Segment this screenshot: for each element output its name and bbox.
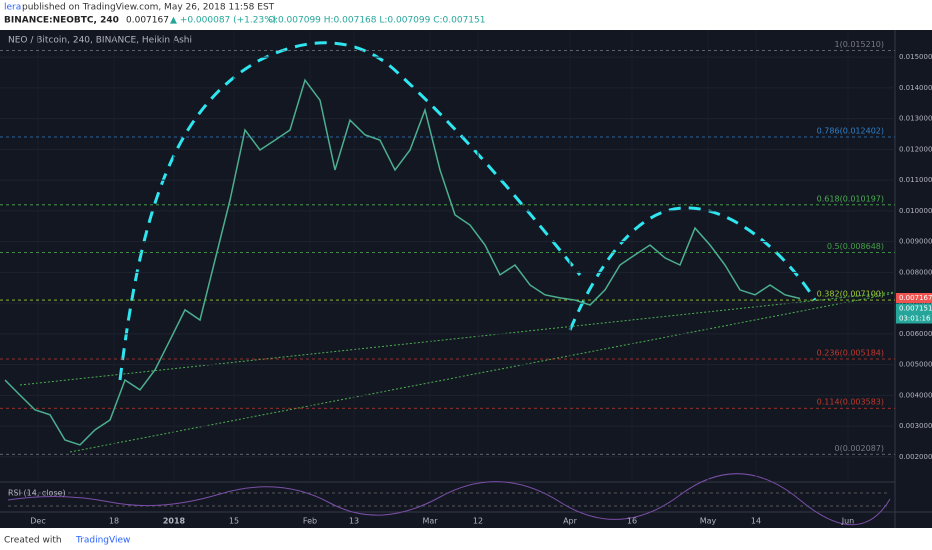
y-tick-label: 0.008000 bbox=[899, 268, 932, 276]
fib-label: 0.618(0.010197) bbox=[817, 194, 884, 203]
x-tick-label: 2018 bbox=[163, 517, 186, 526]
published: published on TradingView.com, May 26, 20… bbox=[22, 3, 275, 13]
y-tick-label: 0.006000 bbox=[899, 330, 932, 338]
y-tick-label: 0.015000 bbox=[899, 53, 932, 61]
x-tick-label: Feb bbox=[303, 517, 317, 526]
last-price: 0.007167 bbox=[126, 16, 169, 26]
y-tick-label: 0.014000 bbox=[899, 84, 932, 92]
change: ▲ +0.000087 (+1.23%) bbox=[170, 16, 276, 26]
trend-line bbox=[19, 291, 896, 386]
cup-pattern bbox=[118, 41, 582, 381]
fib-label: 0(0.002087) bbox=[834, 444, 884, 453]
x-tick-label: 13 bbox=[349, 517, 359, 526]
y-tick-label: 0.005000 bbox=[899, 361, 932, 369]
rsi-line bbox=[7, 473, 891, 526]
x-tick-label: 12 bbox=[473, 517, 483, 526]
fib-label: 0.5(0.008648) bbox=[827, 242, 884, 251]
author[interactable]: lera bbox=[4, 3, 21, 13]
price-tag-label: 0.007167 bbox=[899, 294, 932, 302]
price-tag-label: 0.007151 bbox=[899, 304, 932, 312]
y-tick-label: 0.010000 bbox=[899, 207, 932, 215]
y-tick-label: 0.002000 bbox=[899, 453, 932, 461]
y-tick-label: 0.009000 bbox=[899, 238, 932, 246]
fib-label: 0.786(0.012402) bbox=[817, 126, 884, 135]
price-line bbox=[4, 78, 801, 446]
x-tick-label: Jun bbox=[841, 517, 855, 526]
footer-background bbox=[0, 528, 932, 550]
fib-label: 0.236(0.005184) bbox=[817, 348, 884, 357]
x-tick-label: 16 bbox=[627, 517, 637, 526]
y-tick-label: 0.012000 bbox=[899, 145, 932, 153]
footer-created: Created with bbox=[4, 536, 62, 546]
chart-title: NEO / Bitcoin, 240, BINANCE, Heikin Ashi bbox=[8, 36, 192, 46]
x-tick-label: 15 bbox=[229, 517, 239, 526]
price-tag bbox=[896, 303, 932, 314]
ohlc: O:0.007099 H:0.007168 L:0.007099 C:0.007… bbox=[268, 16, 485, 26]
chart-background bbox=[0, 30, 932, 528]
x-tick-label: Dec bbox=[30, 517, 45, 526]
y-tick-label: 0.013000 bbox=[899, 115, 932, 123]
y-tick-label: 0.004000 bbox=[899, 391, 932, 399]
footer-brand[interactable]: TradingView bbox=[75, 536, 130, 546]
trend-line bbox=[69, 292, 896, 453]
x-tick-label: Apr bbox=[563, 517, 578, 526]
rsi-label: RSI (14, close) bbox=[8, 489, 66, 498]
y-tick-label: 0.007000 bbox=[899, 299, 932, 307]
fib-label: 1(0.015210) bbox=[834, 40, 884, 49]
countdown: 03:01:16 bbox=[899, 314, 931, 322]
symbol: BINANCE:NEOBTC, 240 bbox=[4, 16, 119, 26]
x-tick-label: Mar bbox=[422, 517, 438, 526]
x-tick-label: May bbox=[700, 517, 717, 526]
x-tick-label: 18 bbox=[109, 517, 119, 526]
y-tick-label: 0.011000 bbox=[899, 176, 932, 184]
y-tick-label: 0.003000 bbox=[899, 422, 932, 430]
x-tick-label: 14 bbox=[751, 517, 761, 526]
countdown-tag bbox=[896, 313, 932, 324]
price-tag bbox=[896, 293, 932, 304]
fib-label: 0.114(0.003583) bbox=[817, 398, 884, 407]
fib-label: 0.382(0.007100) bbox=[817, 290, 884, 299]
